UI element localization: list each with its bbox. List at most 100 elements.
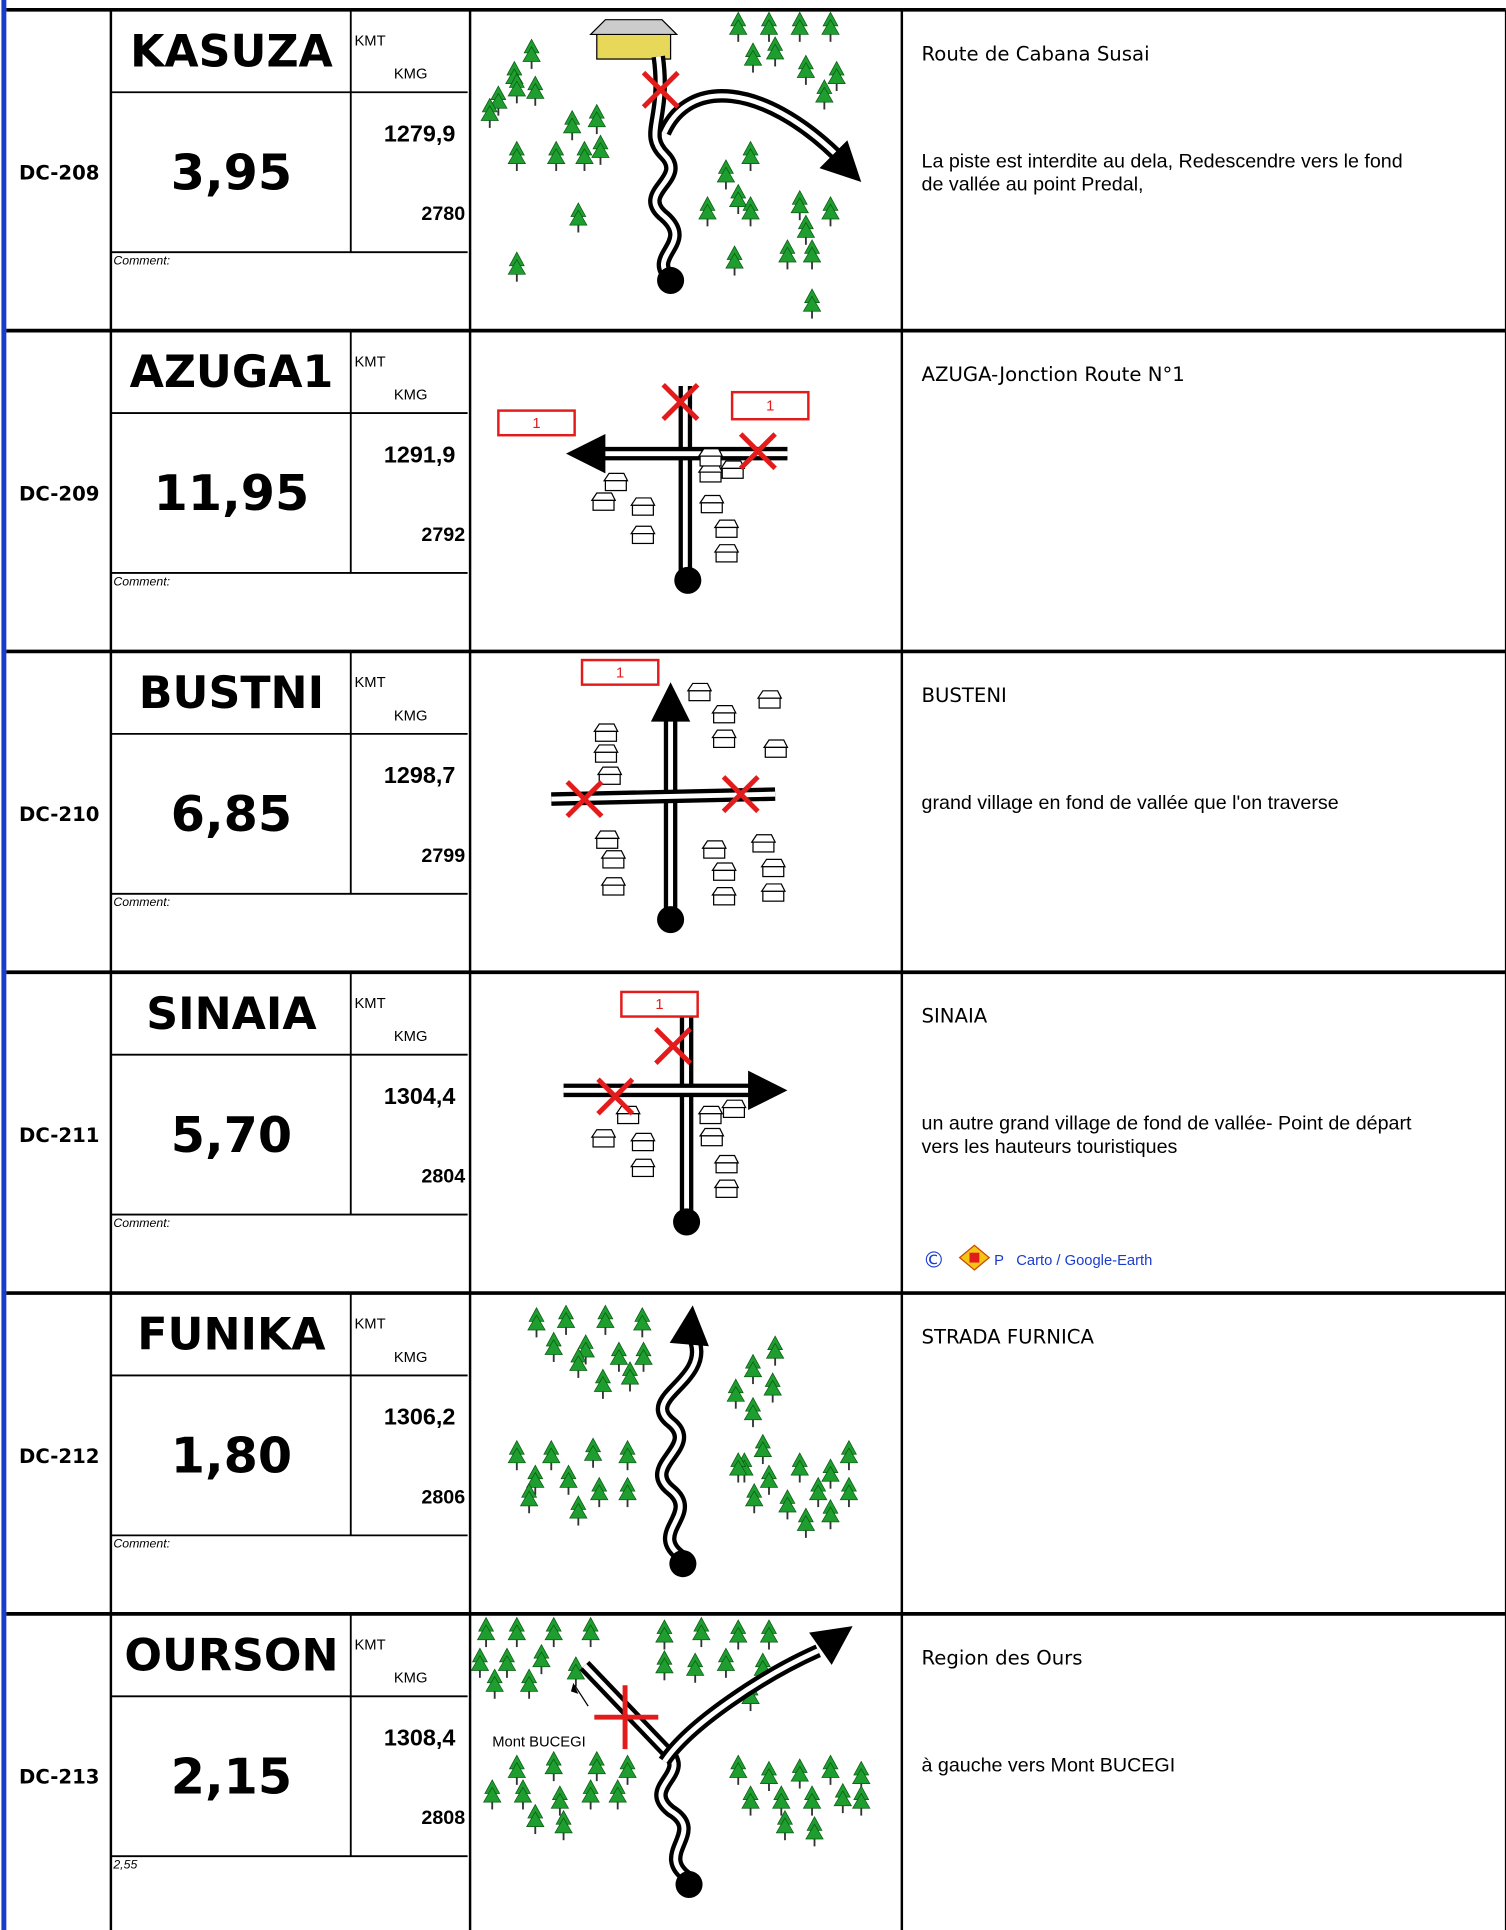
house — [592, 499, 615, 511]
kmg: 2780 — [421, 203, 465, 225]
house-roof — [713, 544, 740, 553]
tree — [569, 1355, 588, 1371]
tree — [542, 1447, 561, 1464]
house — [699, 1113, 722, 1125]
tree — [655, 1626, 674, 1643]
tree — [507, 1761, 527, 1778]
name: AZUGA1 — [130, 347, 334, 398]
start-dot — [657, 906, 685, 934]
tree — [790, 197, 809, 214]
house — [722, 1106, 746, 1119]
row: DC-209 AZUGA1 KMT KMG 11,95 1291,9 2792 Comment… — [6, 328, 1506, 652]
tree — [655, 1657, 674, 1674]
tree — [728, 191, 748, 208]
house-roof — [713, 519, 740, 529]
house-roof — [630, 525, 656, 535]
house-roof — [713, 1179, 740, 1189]
cabin — [596, 31, 672, 60]
tree — [759, 1768, 779, 1784]
tree — [633, 1314, 652, 1331]
tree — [821, 1761, 840, 1778]
tree — [743, 1361, 763, 1378]
tree — [728, 1761, 748, 1778]
tree — [519, 1675, 539, 1692]
tree — [513, 1786, 533, 1803]
house — [594, 751, 618, 763]
house — [631, 504, 654, 516]
tree — [805, 1823, 824, 1840]
tree — [775, 1817, 795, 1834]
house-roof — [593, 723, 619, 733]
house-roof — [600, 877, 627, 886]
kmt-label: KMT — [354, 354, 385, 370]
tree — [620, 1368, 640, 1385]
cross — [565, 780, 604, 819]
road-inner — [662, 93, 839, 157]
desc-text: à gauche vers Mont BUCEGI — [922, 1754, 1176, 1776]
tree — [765, 43, 785, 60]
house — [700, 1135, 723, 1147]
tree — [507, 1447, 527, 1464]
tree — [743, 49, 763, 66]
tree — [618, 1761, 637, 1778]
tree — [759, 1626, 779, 1643]
tree — [744, 1490, 764, 1507]
sign-box — [730, 390, 810, 421]
sign-box — [580, 658, 660, 686]
comment: 2,55 — [112, 1857, 137, 1871]
tree — [546, 148, 566, 164]
house — [713, 869, 736, 881]
cross — [654, 1027, 693, 1066]
map — [507, 1304, 859, 1578]
desc-title: Region des Ours — [922, 1646, 1083, 1669]
credit-text: Carto / Google-Earth — [1016, 1253, 1152, 1269]
cross — [738, 432, 777, 471]
house-roof — [600, 850, 627, 859]
distance: 3,95 — [171, 143, 292, 201]
house-roof — [713, 1154, 740, 1164]
start-dot — [673, 1208, 701, 1236]
tree — [526, 1811, 545, 1828]
code: DC-213 — [19, 1766, 99, 1789]
code: DC-212 — [19, 1445, 99, 1468]
house — [713, 894, 736, 906]
kmg-label: KMG — [394, 67, 428, 83]
sign-label: 1 — [532, 416, 540, 432]
house — [699, 455, 722, 467]
house-roof — [711, 887, 737, 896]
house-roof — [701, 840, 727, 849]
tree — [726, 1385, 746, 1402]
tree — [583, 1444, 603, 1461]
arrow-head — [819, 140, 862, 183]
house — [713, 736, 736, 749]
cross — [721, 775, 760, 814]
house-roof — [590, 492, 617, 502]
house-roof — [756, 690, 783, 699]
tree — [485, 1675, 504, 1692]
kmt-label: KMT — [354, 34, 385, 50]
tree — [728, 1459, 748, 1476]
row: DC-212 FUNIKA KMT KMG 1,80 1306,2 2806 Comment:… — [6, 1291, 1506, 1614]
tree — [692, 1624, 711, 1641]
tree — [559, 1471, 578, 1488]
house — [596, 837, 619, 849]
tree — [581, 1786, 600, 1803]
cross — [596, 1077, 635, 1116]
desc-text: de vallée au point Predal, — [922, 174, 1144, 196]
tree — [741, 203, 760, 220]
tree — [802, 295, 822, 312]
sign-label: 1 — [616, 665, 624, 681]
house — [602, 884, 625, 896]
map: 11 — [497, 383, 810, 594]
tree — [796, 1514, 816, 1531]
house-roof — [698, 494, 725, 504]
house-roof — [603, 472, 629, 482]
desc-title: AZUGA-Jonction Route N°1 — [922, 363, 1185, 386]
house — [594, 730, 618, 742]
house — [703, 847, 726, 859]
tree — [532, 1651, 551, 1668]
comment: Comment: — [113, 1537, 170, 1551]
start-dot — [674, 566, 702, 594]
desc-title: BUSTENI — [922, 684, 1007, 707]
tree — [763, 1379, 782, 1396]
